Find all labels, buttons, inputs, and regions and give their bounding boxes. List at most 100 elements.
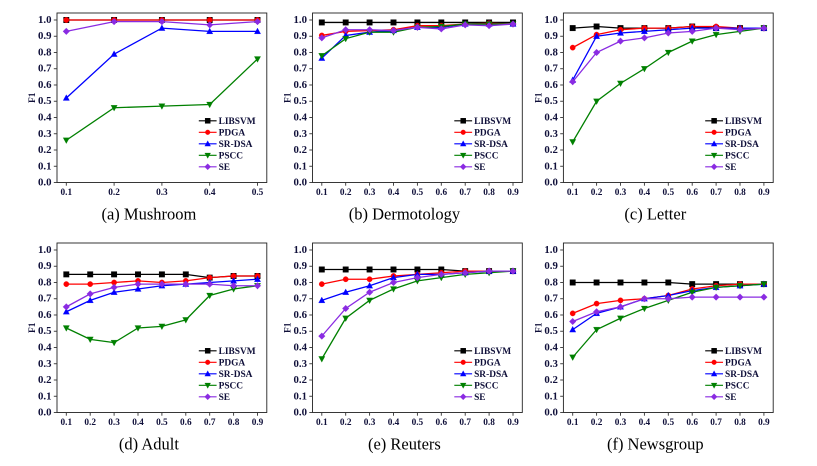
svg-text:0.2: 0.2 <box>294 144 308 156</box>
svg-text:0.3: 0.3 <box>544 358 558 370</box>
svg-text:0.3: 0.3 <box>156 188 168 198</box>
svg-text:SE: SE <box>474 393 485 403</box>
svg-text:0.7: 0.7 <box>710 418 722 428</box>
svg-text:0.3: 0.3 <box>294 358 308 370</box>
svg-text:(d) Adult: (d) Adult <box>119 435 179 454</box>
svg-text:0.9: 0.9 <box>507 188 519 198</box>
svg-text:SR-DSA: SR-DSA <box>725 140 759 150</box>
svg-text:SR-DSA: SR-DSA <box>219 140 253 150</box>
svg-text:1.0: 1.0 <box>294 14 308 26</box>
svg-text:0.3: 0.3 <box>38 128 52 140</box>
svg-text:SE: SE <box>725 393 736 403</box>
svg-text:PDGA: PDGA <box>725 129 752 139</box>
svg-text:0.2: 0.2 <box>544 144 558 156</box>
svg-text:0.2: 0.2 <box>591 188 603 198</box>
svg-text:1.0: 1.0 <box>544 244 558 256</box>
svg-text:0.4: 0.4 <box>294 342 308 354</box>
svg-text:0.1: 0.1 <box>294 390 308 402</box>
svg-text:0.3: 0.3 <box>108 418 120 428</box>
svg-text:PSCC: PSCC <box>725 152 750 162</box>
svg-text:0.9: 0.9 <box>252 418 264 428</box>
svg-text:1.0: 1.0 <box>544 14 558 26</box>
svg-text:0.1: 0.1 <box>294 160 308 172</box>
svg-text:F1: F1 <box>534 92 544 103</box>
svg-text:0.5: 0.5 <box>412 418 424 428</box>
svg-text:LIBSVM: LIBSVM <box>474 117 511 127</box>
svg-text:0.1: 0.1 <box>316 418 328 428</box>
svg-text:0.1: 0.1 <box>544 390 558 402</box>
svg-text:0.0: 0.0 <box>294 407 308 419</box>
svg-text:0.7: 0.7 <box>710 188 722 198</box>
svg-text:0.2: 0.2 <box>340 418 352 428</box>
svg-text:0.4: 0.4 <box>544 342 558 354</box>
svg-text:PDGA: PDGA <box>219 129 246 139</box>
svg-text:LIBSVM: LIBSVM <box>725 117 762 127</box>
svg-text:0.1: 0.1 <box>60 188 72 198</box>
svg-text:0.4: 0.4 <box>204 188 216 198</box>
svg-text:0.7: 0.7 <box>459 188 471 198</box>
svg-text:0.3: 0.3 <box>38 358 52 370</box>
svg-text:0.4: 0.4 <box>38 112 52 124</box>
svg-text:0.1: 0.1 <box>544 160 558 172</box>
svg-text:0.8: 0.8 <box>734 188 746 198</box>
svg-text:0.4: 0.4 <box>132 418 144 428</box>
svg-text:0.8: 0.8 <box>294 46 308 58</box>
svg-text:SR-DSA: SR-DSA <box>219 370 253 380</box>
svg-text:0.9: 0.9 <box>38 30 52 42</box>
svg-text:SE: SE <box>219 163 230 173</box>
svg-text:0.7: 0.7 <box>204 418 216 428</box>
svg-text:0.8: 0.8 <box>544 46 558 58</box>
svg-text:0.5: 0.5 <box>662 188 674 198</box>
svg-text:0.5: 0.5 <box>544 325 558 337</box>
svg-text:0.1: 0.1 <box>60 418 72 428</box>
svg-text:(e) Reuters: (e) Reuters <box>368 435 441 454</box>
svg-text:SR-DSA: SR-DSA <box>474 140 508 150</box>
svg-text:0.4: 0.4 <box>639 188 651 198</box>
svg-text:F1: F1 <box>534 322 544 333</box>
svg-text:0.1: 0.1 <box>567 418 579 428</box>
svg-text:SR-DSA: SR-DSA <box>725 370 759 380</box>
svg-text:0.7: 0.7 <box>294 63 308 75</box>
svg-text:0.2: 0.2 <box>84 418 96 428</box>
svg-text:0.9: 0.9 <box>294 260 308 272</box>
svg-text:0.5: 0.5 <box>38 95 52 107</box>
svg-text:0.2: 0.2 <box>38 144 52 156</box>
svg-text:0.5: 0.5 <box>412 188 424 198</box>
svg-text:1.0: 1.0 <box>294 244 308 256</box>
svg-text:0.8: 0.8 <box>544 276 558 288</box>
svg-text:0.5: 0.5 <box>252 188 264 198</box>
svg-text:PDGA: PDGA <box>725 359 752 369</box>
svg-text:0.6: 0.6 <box>180 418 192 428</box>
svg-text:0.5: 0.5 <box>294 95 308 107</box>
svg-text:0.5: 0.5 <box>156 418 168 428</box>
svg-text:0.4: 0.4 <box>294 112 308 124</box>
svg-text:0.4: 0.4 <box>388 418 400 428</box>
svg-text:1.0: 1.0 <box>38 244 52 256</box>
svg-text:PSCC: PSCC <box>219 152 244 162</box>
svg-text:0.4: 0.4 <box>639 418 651 428</box>
svg-text:0.1: 0.1 <box>316 188 328 198</box>
svg-text:0.1: 0.1 <box>567 188 579 198</box>
svg-text:0.6: 0.6 <box>38 309 52 321</box>
svg-text:1.0: 1.0 <box>38 14 52 26</box>
svg-text:0.7: 0.7 <box>544 63 558 75</box>
svg-text:F1: F1 <box>28 92 38 103</box>
svg-text:PSCC: PSCC <box>474 152 499 162</box>
svg-text:F1: F1 <box>284 322 294 333</box>
svg-text:0.3: 0.3 <box>544 128 558 140</box>
svg-text:0.2: 0.2 <box>294 374 308 386</box>
svg-text:F1: F1 <box>284 92 294 103</box>
svg-text:0.8: 0.8 <box>483 418 495 428</box>
svg-text:PDGA: PDGA <box>474 359 501 369</box>
svg-text:0.6: 0.6 <box>435 418 447 428</box>
svg-text:0.7: 0.7 <box>294 293 308 305</box>
svg-text:0.2: 0.2 <box>38 374 52 386</box>
svg-text:0.7: 0.7 <box>38 293 52 305</box>
svg-text:LIBSVM: LIBSVM <box>219 117 256 127</box>
svg-text:PSCC: PSCC <box>474 382 499 392</box>
svg-text:0.9: 0.9 <box>758 418 770 428</box>
svg-text:0.4: 0.4 <box>544 112 558 124</box>
svg-text:0.7: 0.7 <box>459 418 471 428</box>
svg-text:0.3: 0.3 <box>364 188 376 198</box>
svg-text:SE: SE <box>725 163 736 173</box>
